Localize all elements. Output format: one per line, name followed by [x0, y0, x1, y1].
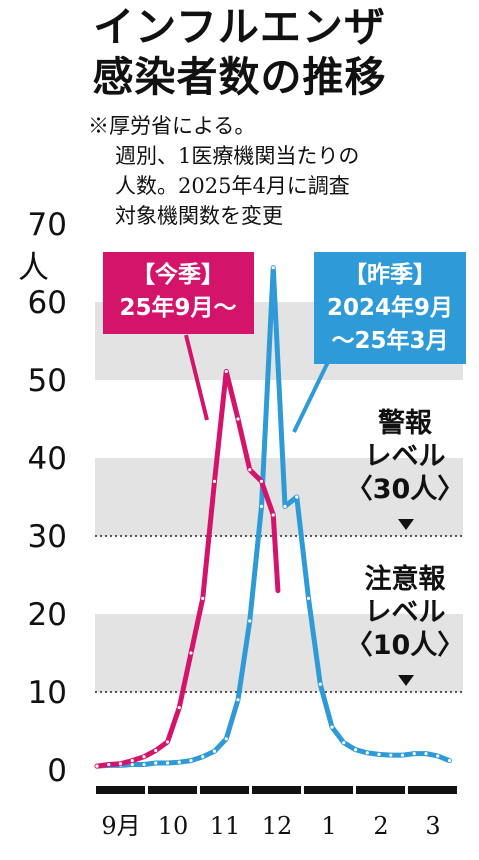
reference-label-30-0: 警報 [378, 408, 433, 439]
previous-season-label-2: ～25年3月 [331, 327, 448, 354]
previous-season-point-30 [447, 759, 452, 763]
current-season-point-15 [271, 513, 275, 517]
current-season-point-11 [224, 369, 228, 374]
previous-season-point-15 [271, 266, 275, 270]
month-label-4: 1 [321, 812, 336, 840]
previous-season-label-1: 2024年9月 [327, 294, 453, 321]
y-axis-label: 人 [18, 250, 49, 286]
current-season-point-12 [236, 417, 240, 421]
previous-season-point-11 [224, 737, 228, 741]
month-label-0: 9月 [101, 812, 140, 840]
previous-season-point-27 [412, 752, 416, 756]
current-season-point-1 [107, 762, 111, 767]
previous-season-point-5 [154, 761, 158, 765]
y-tick-10: 10 [28, 675, 67, 711]
note-line-2: 週別、1医療機関当たりの [115, 144, 360, 168]
reference-label-10-0: 注意報 [365, 563, 447, 595]
month-bar-5 [356, 786, 405, 794]
reference-label-30-1: レベル [365, 441, 446, 472]
previous-season-point-18 [306, 596, 311, 601]
y-tick-70: 70 [28, 207, 67, 243]
month-label-3: 12 [262, 812, 293, 840]
reference-marker-10 [398, 675, 414, 686]
current-season-label-1: 25年9月～ [119, 294, 236, 321]
current-season-leader [184, 334, 209, 421]
previous-season-point-8 [189, 759, 193, 763]
reference-label-30-2: 〈30人〉 [346, 474, 465, 505]
previous-season-leader [292, 361, 330, 433]
current-season-point-4 [142, 755, 146, 759]
month-bar-3 [252, 786, 301, 794]
month-label-5: 2 [373, 812, 388, 840]
previous-season-point-13 [248, 619, 252, 623]
month-bar-2 [200, 786, 249, 794]
previous-season-point-24 [377, 752, 381, 757]
previous-season-point-20 [330, 725, 334, 729]
current-season-point-3 [130, 759, 134, 763]
y-tick-20: 20 [28, 597, 67, 633]
note-line-1: ※厚労省による。 [88, 114, 256, 138]
previous-season-point-7 [177, 760, 181, 764]
y-tick-0: 0 [47, 753, 67, 789]
month-bar-1 [148, 786, 197, 794]
previous-season-point-9 [201, 755, 205, 759]
previous-season-point-12 [236, 698, 240, 702]
previous-season-point-19 [318, 682, 322, 686]
previous-season-point-4 [142, 762, 146, 767]
current-season-line [94, 368, 281, 769]
y-tick-40: 40 [28, 441, 67, 477]
current-season-label-0: 【今季】 [132, 261, 224, 288]
previous-season-point-25 [389, 753, 393, 757]
month-label-1: 10 [158, 812, 189, 840]
month-bar-6 [408, 786, 457, 794]
reference-label-10-2: 〈10人〉 [346, 630, 465, 661]
previous-season-point-23 [365, 751, 369, 755]
month-label-2: 11 [210, 812, 241, 840]
note-line-3: 人数。2025年4月に調査 [115, 174, 350, 198]
previous-season-label-0: 【昨季】 [344, 261, 436, 288]
current-season-point-5 [154, 748, 158, 753]
previous-season-point-17 [295, 495, 299, 499]
current-season-point-7 [177, 706, 181, 710]
current-season-point-6 [165, 740, 170, 744]
current-season-point-0 [95, 764, 99, 768]
current-season-point-14 [259, 479, 264, 483]
current-season-point-2 [118, 762, 123, 766]
y-tick-50: 50 [28, 363, 67, 399]
note-line-4: 対象機関数を変更 [115, 204, 283, 228]
current-season-label-box [103, 252, 254, 334]
previous-season-point-29 [436, 754, 440, 758]
current-season-point-10 [212, 479, 217, 483]
reference-label-10-1: レベル [365, 597, 446, 628]
previous-season-point-3 [130, 762, 134, 767]
current-season-point-9 [201, 596, 205, 601]
y-tick-30: 30 [28, 519, 67, 555]
previous-season-point-14 [259, 504, 264, 508]
chart-title-line-2: 感染者数の推移 [92, 53, 387, 101]
previous-season-point-16 [283, 504, 287, 508]
previous-season-label-box [314, 252, 466, 364]
month-bar-0 [96, 786, 145, 794]
current-season-point-8 [189, 651, 193, 655]
previous-season-point-6 [165, 761, 170, 765]
current-season-point-13 [248, 468, 252, 472]
previous-season-point-22 [353, 748, 358, 752]
previous-season-point-10 [212, 749, 217, 753]
chart-title-line-1: インフルエンザ [93, 3, 386, 51]
month-label-6: 3 [425, 812, 440, 840]
previous-season-point-21 [342, 741, 346, 745]
y-tick-60: 60 [28, 285, 67, 321]
previous-season-point-28 [424, 752, 428, 756]
reference-marker-30 [398, 519, 414, 530]
previous-season-point-26 [400, 753, 405, 757]
month-bar-4 [304, 786, 353, 794]
